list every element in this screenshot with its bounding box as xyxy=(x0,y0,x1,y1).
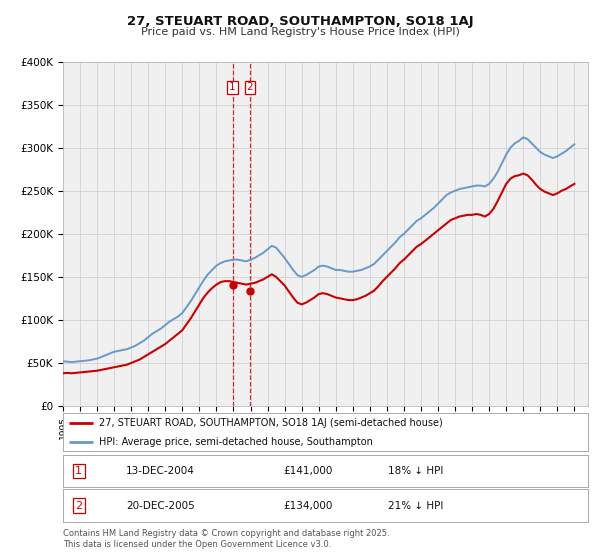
Text: 27, STEUART ROAD, SOUTHAMPTON, SO18 1AJ (semi-detached house): 27, STEUART ROAD, SOUTHAMPTON, SO18 1AJ … xyxy=(98,418,442,428)
Text: 2: 2 xyxy=(247,82,253,92)
Text: 18% ↓ HPI: 18% ↓ HPI xyxy=(389,466,444,476)
Text: Price paid vs. HM Land Registry's House Price Index (HPI): Price paid vs. HM Land Registry's House … xyxy=(140,27,460,38)
Text: 13-DEC-2004: 13-DEC-2004 xyxy=(126,466,195,476)
Text: 1: 1 xyxy=(229,82,236,92)
Text: 1: 1 xyxy=(75,466,82,476)
Text: 2: 2 xyxy=(75,501,82,511)
Text: 27, STEUART ROAD, SOUTHAMPTON, SO18 1AJ: 27, STEUART ROAD, SOUTHAMPTON, SO18 1AJ xyxy=(127,15,473,28)
Text: HPI: Average price, semi-detached house, Southampton: HPI: Average price, semi-detached house,… xyxy=(98,437,373,447)
Text: 20-DEC-2005: 20-DEC-2005 xyxy=(126,501,195,511)
Text: Contains HM Land Registry data © Crown copyright and database right 2025.
This d: Contains HM Land Registry data © Crown c… xyxy=(63,529,389,549)
Text: £134,000: £134,000 xyxy=(284,501,333,511)
Text: £141,000: £141,000 xyxy=(284,466,333,476)
Text: 21% ↓ HPI: 21% ↓ HPI xyxy=(389,501,444,511)
